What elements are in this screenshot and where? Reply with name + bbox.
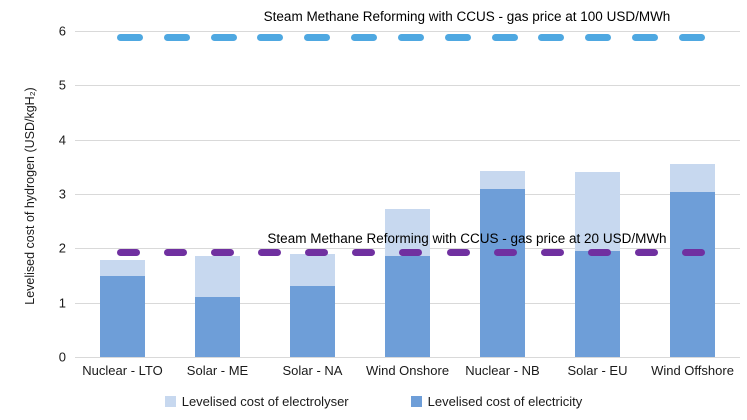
x-axis-label-7: Wind Offshore [651, 363, 734, 378]
gridline-0 [75, 357, 740, 358]
dash [399, 249, 423, 257]
dash [210, 34, 237, 42]
y-tick-label-5: 5 [58, 77, 66, 93]
bar-segment [100, 260, 145, 276]
y-tick-label-1: 1 [58, 295, 66, 311]
bar-segment [290, 253, 335, 287]
dash [163, 34, 190, 42]
dash [444, 34, 471, 42]
bar-segment [670, 163, 715, 193]
electricity-swatch-icon [410, 396, 422, 407]
bar-solar-me [195, 256, 240, 357]
bar-wind-onshore [385, 209, 430, 357]
bar-segment [480, 188, 525, 357]
y-tick-label-4: 4 [58, 132, 66, 148]
y-tick-label-2: 2 [58, 240, 66, 256]
dash [258, 249, 282, 257]
x-axis-label-3: Solar - NA [282, 363, 343, 378]
dash [493, 249, 517, 257]
dash [257, 34, 284, 42]
bar-segment [195, 297, 240, 357]
gridline-5 [75, 85, 740, 87]
x-axis-label-2: Solar - ME [186, 363, 249, 378]
smr-20-annotation: Steam Methane Reforming with CCUS - gas … [267, 231, 667, 246]
bar-solar-na [290, 253, 335, 357]
bar-segment [100, 275, 145, 357]
bar-nuclear-nb [480, 171, 525, 357]
dash [164, 249, 188, 257]
y-axis-title: Levelised cost of hydrogen (USD/kgH₂) [23, 87, 37, 305]
bar-solar-eu [575, 172, 620, 357]
electrolyser-swatch-icon [164, 396, 176, 407]
dash [117, 249, 140, 257]
plot-area [75, 31, 740, 358]
dash [587, 249, 611, 257]
dash [681, 249, 705, 257]
bar-segment [385, 209, 430, 257]
dash [351, 34, 378, 42]
bar-wind-offshore [670, 163, 715, 357]
y-tick-label-0: 0 [58, 349, 66, 365]
x-axis-label-5: Nuclear - NB [465, 363, 540, 378]
x-axis-label-6: Solar - EU [567, 363, 628, 378]
dash [538, 34, 565, 42]
dash [446, 249, 470, 257]
dash [211, 249, 235, 257]
bar-segment [195, 256, 240, 298]
dash [634, 249, 658, 257]
bar-segment [575, 172, 620, 252]
gridline-4 [75, 139, 740, 141]
bar-segment [670, 192, 715, 357]
dash [585, 34, 612, 42]
reference-line-smr-20 [117, 249, 705, 257]
gridline-6 [75, 31, 740, 32]
x-axis-label-4: Wind Onshore [365, 363, 450, 378]
dash [304, 34, 331, 42]
bar-segment [385, 256, 430, 357]
bar-segment [480, 171, 525, 189]
bar-nuclear-lto [100, 260, 145, 357]
legend-label-electrolyser: Levelised cost of electrolyser [181, 394, 349, 409]
dash [397, 34, 424, 42]
legend-entry-electricity: Levelised cost of electricity [410, 394, 583, 409]
dash [632, 34, 659, 42]
x-axis-label-1: Nuclear - LTO [82, 363, 163, 378]
dash [117, 34, 143, 42]
dash [305, 249, 329, 257]
legend-entry-electrolyser: Levelised cost of electrolyser [164, 394, 349, 409]
dash [491, 34, 518, 42]
legend-label-electricity: Levelised cost of electricity [427, 394, 583, 409]
gridline-3 [75, 194, 740, 195]
reference-line-smr-100 [117, 34, 705, 42]
y-tick-label-3: 3 [58, 186, 66, 202]
smr-100-annotation: Steam Methane Reforming with CCUS - gas … [263, 9, 671, 24]
bar-segment [575, 251, 620, 357]
dash [540, 249, 564, 257]
dash [352, 249, 376, 257]
legend: Levelised cost of electrolyser Levelised… [0, 394, 747, 409]
bar-segment [290, 286, 335, 357]
y-tick-label-6: 6 [58, 23, 66, 39]
dash [678, 34, 705, 42]
